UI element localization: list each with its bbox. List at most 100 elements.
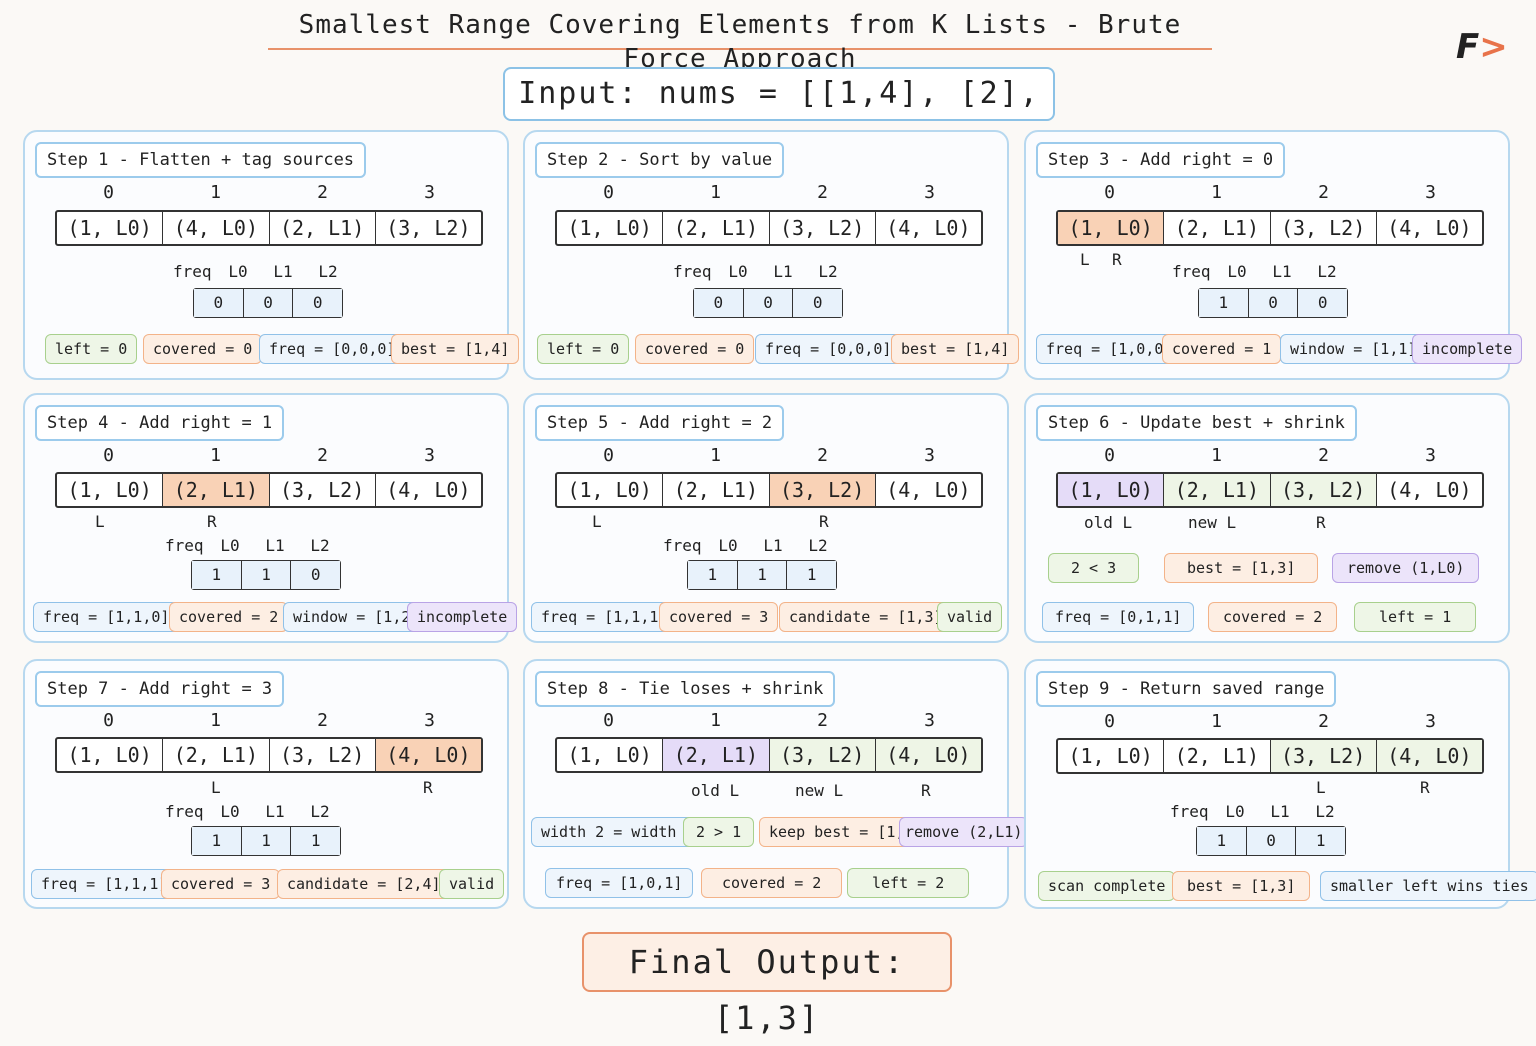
step-label: Step 8 - Tie loses + shrink <box>535 671 836 707</box>
step-label: Step 4 - Add right = 1 <box>35 405 285 441</box>
array-cell: (2, L1) <box>268 212 375 244</box>
left-pointer: L <box>211 778 221 797</box>
right-pointer: R <box>1112 250 1122 269</box>
array-cell: (3, L2) <box>268 474 375 506</box>
right-pointer: R <box>207 512 217 531</box>
step-label: Step 7 - Add right = 3 <box>35 671 285 707</box>
array-row: (1, L0) (2, L1) (3, L2) (4, L0) <box>555 472 983 508</box>
state-badge: freq = [1,1,1] <box>531 602 678 632</box>
state-badge: covered = 1 <box>1162 334 1282 364</box>
array-cell: (2, L1) <box>1163 740 1269 772</box>
right-pointer: R <box>423 778 433 797</box>
state-badge: window = [1,1] <box>1280 334 1427 364</box>
state-badge: incomplete <box>407 602 518 632</box>
state-badge: 2 < 3 <box>1048 553 1140 583</box>
state-badge: freq = [1,0,0] <box>1036 334 1183 364</box>
freq-header: freq L0 L1 L2 <box>673 262 838 281</box>
array-row: (1, L0) (2, L1) (3, L2) (4, L0) <box>555 210 983 246</box>
array-cell: (1, L0) <box>67 478 152 502</box>
array-row: (1, L0) (2, L1) (3, L2) (4, L0) <box>1056 738 1484 774</box>
state-badge: covered = 2 <box>701 868 843 898</box>
right-pointer: R <box>1316 513 1326 532</box>
step-label: Step 6 - Update best + shrink <box>1036 405 1357 441</box>
freq-header: freq L0 L1 L2 <box>663 536 828 555</box>
state-badge: covered = 0 <box>143 334 263 364</box>
array-cell: (2, L1) <box>162 739 268 771</box>
array-cell: (4, L0) <box>374 739 481 771</box>
freq-header: freq L0 L1 L2 <box>173 262 338 281</box>
array-row: (1, L0) (2, L1) (3, L2) (4, L0) <box>1056 472 1484 508</box>
state-badge: width 2 = width 2 <box>531 817 705 847</box>
step-label: Step 3 - Add right = 0 <box>1036 142 1286 178</box>
state-badge: freq = [1,1,1] <box>31 869 178 899</box>
freq-header: freq L0 L1 L2 <box>165 802 330 821</box>
state-badge: 2 > 1 <box>683 817 755 847</box>
array-cell: (3, L2) <box>1269 212 1376 244</box>
array-cell: (4, L0) <box>874 474 981 506</box>
new-left-pointer: new L <box>795 781 844 800</box>
step-label: Step 5 - Add right = 2 <box>535 405 785 441</box>
step-label: Step 2 - Sort by value <box>535 142 785 178</box>
old-left-pointer: old L <box>691 781 740 800</box>
array-cell: (1, L0) <box>67 743 152 767</box>
page-title: Smallest Range Covering Elements from K … <box>268 8 1212 74</box>
array-cell: (1, L0) <box>1058 474 1164 506</box>
state-badge: covered = 2 <box>1208 602 1338 632</box>
array-cell: (1, L0) <box>567 478 652 502</box>
input-box: Input: nums = [[1,4], [2], [3]] <box>503 67 1055 161</box>
state-badge: left = 2 <box>847 868 970 898</box>
array-cell: (2, L1) <box>662 739 769 771</box>
freq-header: freq L0 L1 L2 <box>1170 802 1335 821</box>
array-row: (1, L0) (4, L0) (2, L1) (3, L2) <box>55 210 483 246</box>
array-cell: (4, L0) <box>374 474 481 506</box>
brand-logo: F> <box>1456 27 1508 67</box>
freq-header: freq L0 L1 L2 <box>1172 262 1337 281</box>
array-cell: (1, L0) <box>1058 212 1164 244</box>
array-cell: (2, L1) <box>1163 474 1270 506</box>
state-badge: best = [1,3] <box>1164 553 1319 583</box>
array-cell: (3, L2) <box>768 474 875 506</box>
array-cell: (1, L0) <box>67 216 152 240</box>
state-badge: valid <box>439 869 505 899</box>
state-badge: left = 1 <box>1354 602 1477 632</box>
state-badge: left = 0 <box>45 334 138 364</box>
array-cell: (1, L0) <box>1068 744 1153 768</box>
array-cell: (1, L0) <box>567 743 652 767</box>
state-badge: best = [1,4] <box>391 334 520 364</box>
left-pointer: L <box>1080 250 1090 269</box>
state-badge: remove (2,L1) <box>899 817 1029 847</box>
array-cell: (3, L2) <box>1269 474 1376 506</box>
state-badge: left = 0 <box>537 334 630 364</box>
array-cell: (3, L2) <box>768 212 875 244</box>
array-cell: (3, L2) <box>268 739 375 771</box>
array-cell: (4, L0) <box>1375 740 1482 772</box>
old-left-pointer: old L <box>1084 513 1133 532</box>
array-cell: (3, L2) <box>768 739 875 771</box>
state-badge: window = [1,2] <box>283 602 430 632</box>
array-row: (1, L0) (2, L1) (3, L2) (4, L0) <box>1056 210 1484 246</box>
state-badge: covered = 2 <box>169 602 289 632</box>
right-pointer: R <box>1420 778 1430 797</box>
right-pointer: R <box>819 512 829 531</box>
state-badge: freq = [0,0,0] <box>259 334 406 364</box>
